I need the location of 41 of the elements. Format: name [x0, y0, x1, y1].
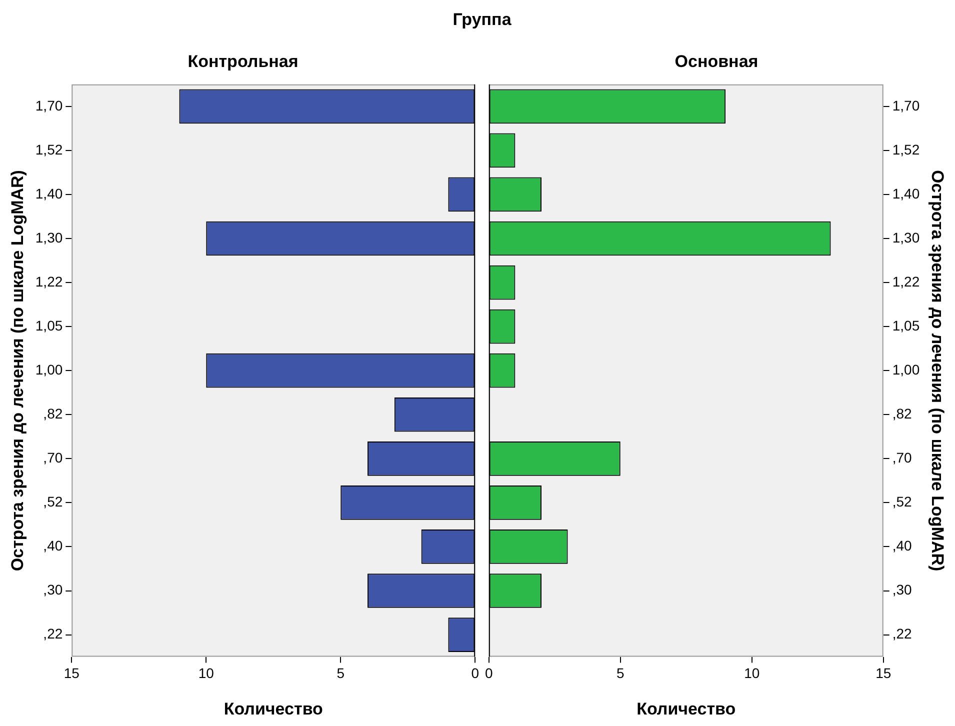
y-tick-label: 1,70: [35, 97, 63, 114]
y-tick-label: 1,22: [35, 273, 63, 290]
y-tick-label: ,70: [892, 450, 912, 466]
x-tick-label: 0: [471, 665, 480, 682]
y-tick-label: ,22: [43, 626, 63, 642]
y-tick-label: ,52: [43, 494, 63, 510]
y-axis-title: Острота зрения до лечения (по шкале LogMAR): [8, 170, 27, 572]
y-tick-label: ,52: [892, 494, 912, 510]
y-tick-label: ,82: [892, 405, 912, 422]
y-tick-label: ,22: [892, 626, 912, 642]
text: Группа: [452, 10, 512, 30]
y-tick-label: ,70: [43, 450, 63, 466]
x-tick-label: 10: [198, 665, 214, 682]
y-tick-label: ,30: [43, 582, 63, 598]
x-tick-label: 15: [876, 665, 892, 682]
x-tick-label: 15: [64, 665, 80, 682]
chart-title: Основная: [674, 52, 758, 71]
x-tick-label: 5: [336, 665, 345, 682]
y-tick-label: 1,30: [35, 229, 63, 246]
y-tick-label: 1,52: [35, 141, 63, 158]
y-tick-label: ,82: [43, 405, 63, 422]
y-tick-label: ,30: [892, 582, 912, 598]
x-axis-title: Количество: [224, 699, 323, 718]
y-tick-label: ,40: [892, 538, 912, 554]
y-tick-label: 1,40: [892, 185, 920, 202]
x-axis-title: Количество: [636, 699, 736, 718]
y-tick-label: 1,00: [892, 361, 920, 378]
y-tick-label: 1,05: [35, 317, 63, 334]
y-tick-label: 1,05: [892, 317, 920, 334]
y-tick-label: 1,52: [892, 141, 920, 158]
y-tick-label: 1,30: [892, 229, 920, 246]
x-tick-label: 0: [484, 665, 493, 682]
chart-title: Контрольная: [188, 52, 298, 71]
y-tick-label: 1,00: [35, 361, 63, 378]
y-tick-label: 1,70: [892, 97, 920, 114]
y-tick-label: 1,40: [35, 185, 63, 202]
y-tick-label: ,40: [43, 538, 63, 554]
x-tick-label: 10: [744, 665, 760, 682]
y-tick-label: 1,22: [892, 273, 920, 290]
y-axis-title: Острота зрения до лечения (по шкале LogMAR): [928, 170, 948, 572]
x-tick-label: 5: [616, 665, 624, 682]
